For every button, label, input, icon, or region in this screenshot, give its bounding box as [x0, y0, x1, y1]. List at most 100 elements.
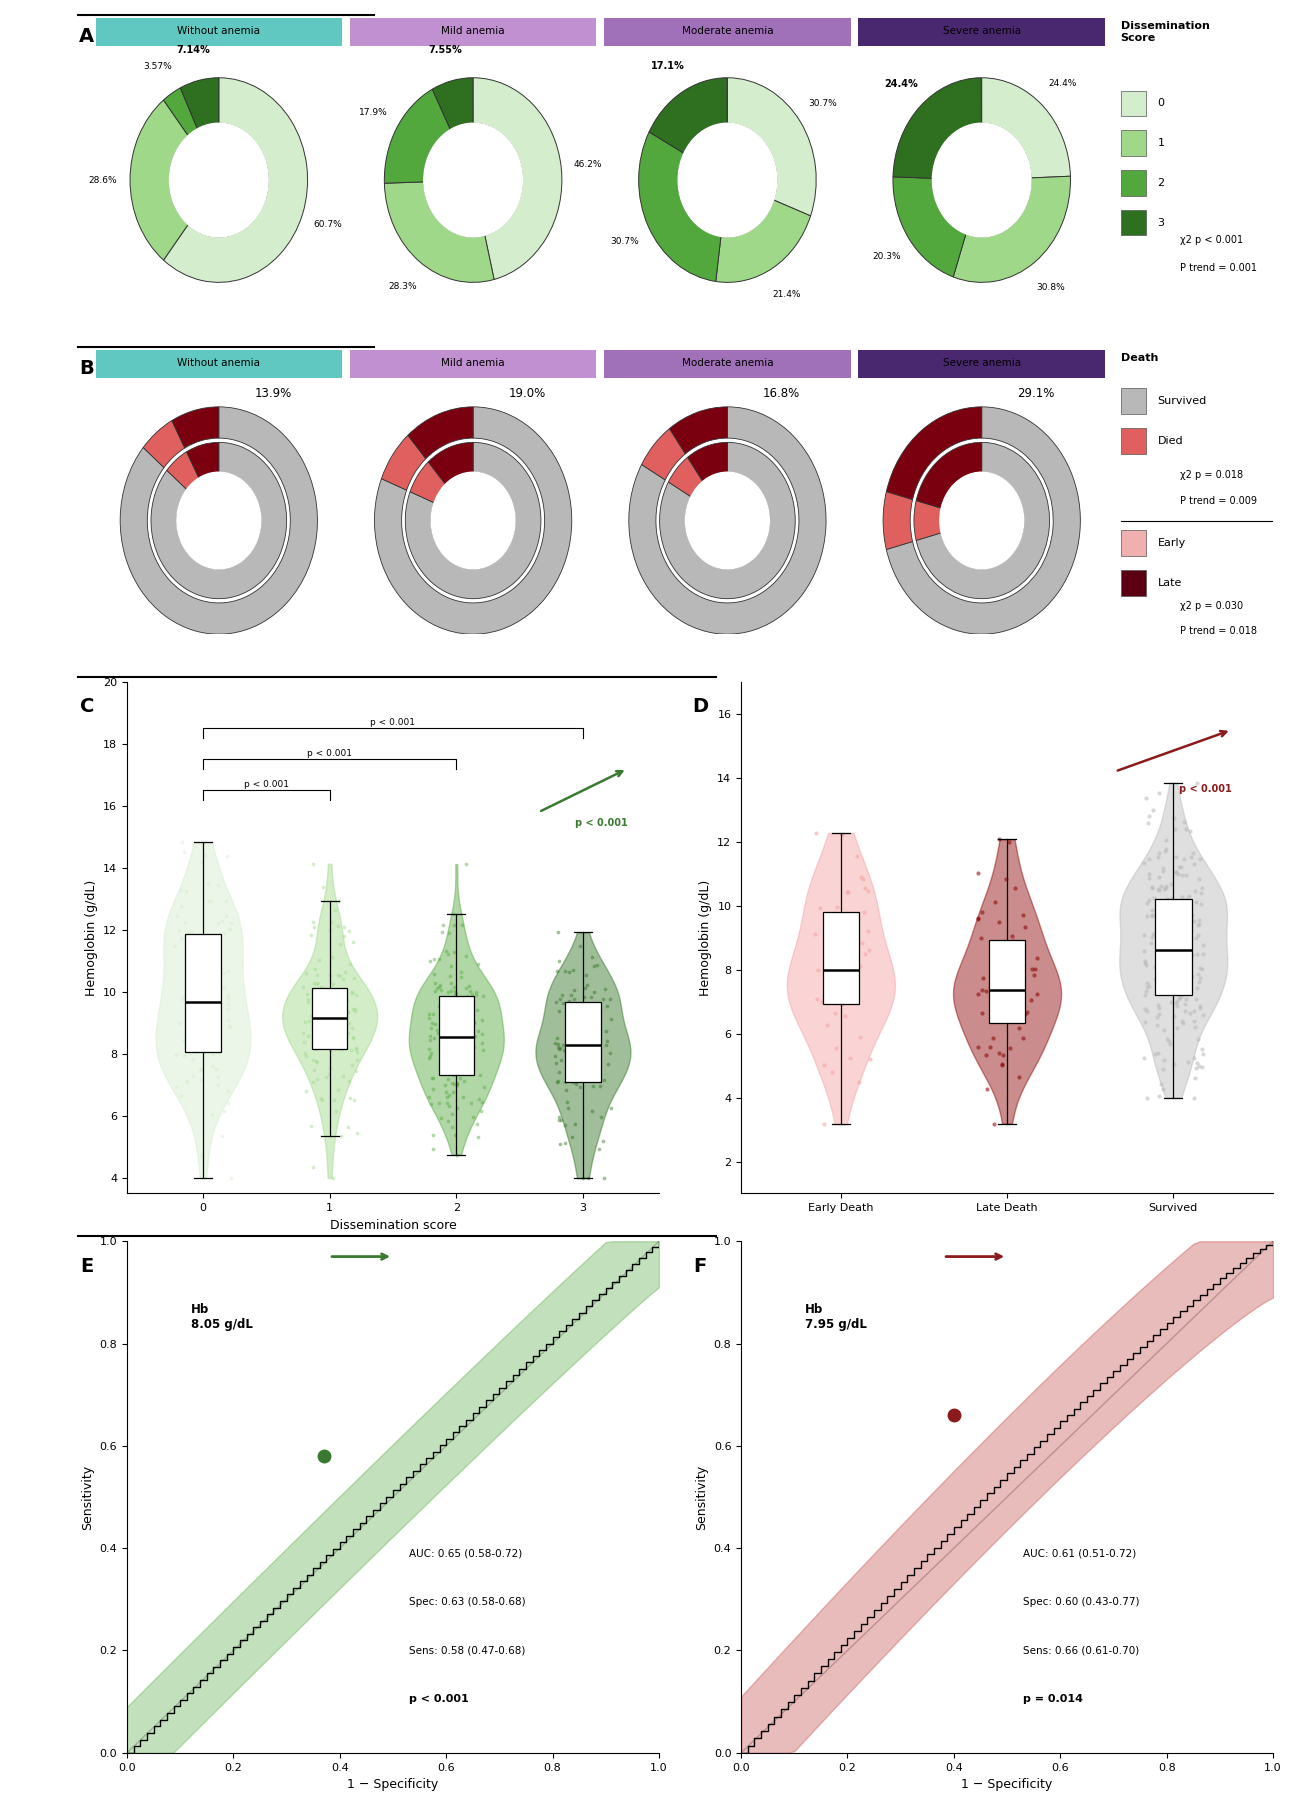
Point: [334, 958, 355, 987]
Point: [453, 1001, 474, 1030]
Point: [312, 1086, 333, 1115]
Point: [586, 950, 607, 979]
Point: [1155, 954, 1176, 983]
Point: [452, 1048, 473, 1077]
Point: [438, 940, 459, 969]
Point: [313, 873, 334, 902]
Point: [579, 997, 600, 1026]
PathPatch shape: [439, 996, 474, 1075]
Point: [1148, 838, 1169, 867]
Point: [182, 1028, 203, 1057]
Point: [972, 963, 992, 992]
Point: [422, 1075, 443, 1104]
Point: [322, 1010, 343, 1039]
Wedge shape: [433, 78, 473, 130]
Point: [1159, 932, 1179, 961]
Point: [459, 1041, 479, 1070]
Wedge shape: [429, 443, 473, 484]
Point: [339, 1008, 360, 1037]
Point: [191, 1142, 212, 1171]
Point: [418, 1082, 439, 1111]
Point: [451, 992, 472, 1021]
Point: [1189, 1052, 1209, 1081]
Point: [1186, 923, 1207, 952]
Point: [308, 969, 329, 997]
PathPatch shape: [186, 934, 221, 1052]
Point: [1192, 1035, 1213, 1064]
Point: [179, 1025, 200, 1053]
Text: Hb
8.05 g/dL: Hb 8.05 g/dL: [191, 1303, 253, 1330]
Point: [992, 1050, 1013, 1079]
Point: [555, 956, 575, 985]
Point: [346, 1035, 366, 1064]
Bar: [1121, 531, 1147, 557]
Point: [561, 1021, 582, 1050]
Text: Severe anemia: Severe anemia: [943, 358, 1021, 369]
Point: [440, 978, 461, 1006]
Point: [982, 950, 1003, 979]
Point: [825, 997, 846, 1026]
Point: [598, 1050, 618, 1079]
Text: χ2 p = 0.030: χ2 p = 0.030: [1179, 600, 1243, 611]
Point: [1174, 911, 1195, 940]
Point: [817, 1010, 838, 1039]
Point: [448, 1057, 469, 1086]
Point: [212, 907, 233, 936]
Point: [438, 1108, 459, 1137]
Point: [177, 931, 197, 960]
Point: [572, 1053, 592, 1082]
Point: [1163, 1001, 1183, 1030]
Point: [837, 878, 857, 907]
Point: [466, 981, 487, 1010]
Bar: [1121, 571, 1147, 596]
Point: [581, 1037, 601, 1066]
Point: [423, 1135, 444, 1164]
Text: Without anemia: Without anemia: [177, 25, 260, 36]
Point: [331, 1035, 352, 1064]
Point: [169, 916, 190, 945]
Text: 28.3%: 28.3%: [388, 282, 417, 291]
Point: [447, 994, 468, 1023]
Point: [426, 974, 447, 1003]
Point: [190, 1008, 210, 1037]
Point: [1176, 960, 1196, 988]
Point: [855, 873, 876, 902]
Point: [1164, 804, 1185, 833]
Point: [1169, 979, 1190, 1008]
Point: [839, 987, 860, 1016]
Point: [555, 1109, 575, 1138]
Point: [1176, 958, 1196, 987]
Point: [1190, 994, 1211, 1023]
Point: [216, 902, 236, 931]
Point: [326, 992, 347, 1021]
Point: [979, 1034, 1000, 1063]
Point: [564, 976, 585, 1005]
Point: [177, 918, 197, 947]
Point: [1148, 952, 1169, 981]
Point: [968, 1032, 989, 1061]
Point: [465, 978, 486, 1006]
Point: [174, 1025, 195, 1053]
Point: [1154, 896, 1174, 925]
Point: [1181, 904, 1202, 932]
Point: [327, 1075, 348, 1104]
Point: [213, 1097, 234, 1126]
Point: [1169, 853, 1190, 882]
Point: [1015, 999, 1035, 1028]
Point: [466, 996, 487, 1025]
Point: [307, 1064, 327, 1093]
Point: [582, 941, 603, 970]
Point: [825, 988, 846, 1017]
Point: [217, 1005, 238, 1034]
Text: A: A: [79, 27, 94, 45]
Point: [968, 858, 989, 887]
Point: [824, 913, 844, 941]
Point: [1004, 873, 1025, 902]
Point: [464, 1023, 485, 1052]
Point: [996, 976, 1017, 1005]
Point: [421, 1039, 442, 1068]
Point: [439, 985, 460, 1014]
Point: [457, 1053, 478, 1082]
Point: [459, 1030, 479, 1059]
Point: [1134, 936, 1155, 965]
